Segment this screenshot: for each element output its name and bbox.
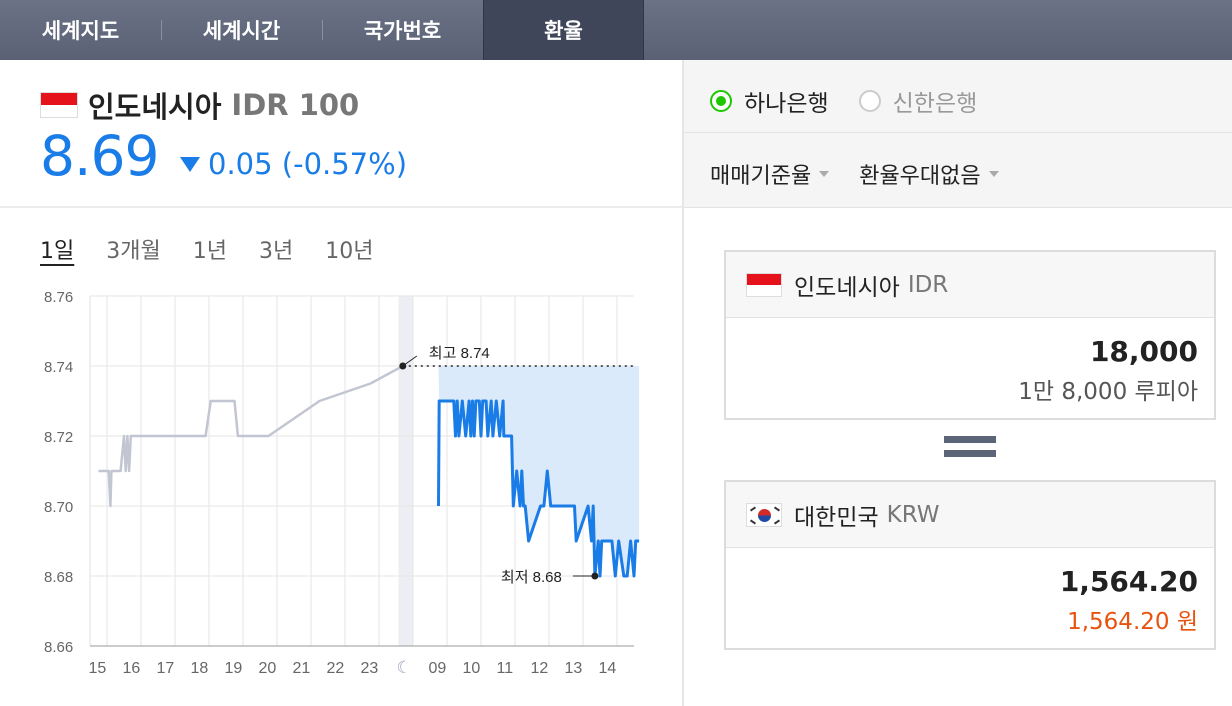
period-tab-3m[interactable]: 3개월 (106, 239, 161, 264)
rate-change-value: 0.05 (-0.57%) (208, 147, 408, 181)
x-tick-label: 20 (259, 660, 277, 677)
rate-options: 매매기준율 환율우대없음 (710, 158, 1029, 190)
top-tab-bar: 세계지도 세계시간 국가번호 환율 (0, 0, 1232, 60)
converter-to-country: 대한민국 (794, 504, 879, 531)
period-tab-1d[interactable]: 1일 (40, 239, 75, 264)
x-tick-label: 14 (599, 660, 617, 677)
rate-change: 0.05 (-0.57%) (180, 147, 407, 181)
x-tick-label: 12 (531, 660, 549, 677)
low-label: 최저 8.68 (501, 569, 562, 586)
tab-world-map[interactable]: 세계지도 (41, 19, 120, 43)
bank-options-panel (684, 60, 1232, 208)
currency-summary-panel (0, 60, 682, 206)
preference-dropdown[interactable]: 환율우대없음 (859, 158, 999, 190)
converter-from-amount: 18,000 (1089, 335, 1198, 368)
low-point (591, 572, 599, 580)
bank-selector: 하나은행 신한은행 (710, 84, 977, 118)
panel-divider (682, 60, 684, 706)
equals-icon (944, 436, 996, 464)
bank-label: 하나은행 (744, 91, 829, 117)
converter-to-header[interactable]: 대한민국 KRW (726, 482, 1214, 548)
high-label: 최고 8.74 (429, 345, 490, 362)
converter-from-words: 1만 8,000 루피아 (1018, 379, 1198, 405)
indonesia-flag-icon (40, 92, 78, 118)
caret-down-icon (819, 171, 830, 177)
period-tabs: 1일 3개월 1년 3년 10년 (40, 233, 373, 265)
caret-down-icon (988, 171, 999, 177)
x-tick-label: 21 (293, 660, 311, 677)
converter-to-box[interactable]: 대한민국 KRW 1,564.20 1,564.20 원 (724, 480, 1216, 650)
converter-from-box[interactable]: 인도네시아 IDR 18,000 1만 8,000 루피아 (724, 250, 1216, 420)
korea-flag-icon (746, 502, 782, 527)
converter-from-header[interactable]: 인도네시아 IDR (726, 252, 1214, 318)
converter-to-amount: 1,564.20 (1059, 565, 1198, 598)
currency-code: IDR 100 (231, 88, 360, 122)
x-tick-label: 10 (463, 660, 481, 677)
tab-country-code[interactable]: 국가번호 (322, 0, 483, 60)
series-previous-line (98, 364, 404, 508)
night-band (398, 296, 413, 646)
converter-to-output[interactable]: 1,564.20 1,564.20 원 (726, 548, 1214, 648)
y-tick-label: 8.76 (44, 289, 73, 306)
period-tab-10y[interactable]: 10년 (325, 239, 374, 264)
x-tick-label: 13 (565, 660, 583, 677)
dropdown-label: 매매기준율 (710, 164, 812, 189)
currency-country-name: 인도네시아 (88, 90, 222, 124)
period-tab-1y[interactable]: 1년 (192, 239, 227, 264)
converter-to-code: KRW (886, 501, 940, 528)
bank-option-hana[interactable]: 하나은행 (710, 84, 829, 118)
x-tick-label: 23 (361, 660, 379, 677)
today-area-fill (438, 366, 640, 576)
high-point (399, 362, 407, 370)
down-arrow-icon (180, 156, 200, 172)
rate-type-dropdown[interactable]: 매매기준율 (710, 158, 830, 190)
radio-selected-icon (710, 90, 732, 112)
moon-icon: ☾ (397, 658, 412, 678)
x-tick-label: 19 (225, 660, 243, 677)
converter-from-input[interactable]: 18,000 1만 8,000 루피아 (726, 318, 1214, 418)
x-tick-label: 09 (429, 660, 447, 677)
series-today-line (437, 399, 640, 578)
y-tick-label: 8.66 (44, 639, 73, 656)
divider (0, 206, 682, 208)
y-tick-label: 8.72 (44, 429, 73, 446)
bank-option-shinhan[interactable]: 신한은행 (858, 84, 978, 118)
bank-label: 신한은행 (892, 91, 978, 117)
x-tick-label: 17 (157, 660, 175, 677)
divider (684, 132, 1232, 133)
x-tick-label: 15 (89, 660, 107, 677)
y-tick-label: 8.74 (44, 359, 73, 376)
y-tick-label: 8.68 (44, 569, 73, 586)
converter-from-code: IDR (907, 271, 949, 298)
indonesia-flag-icon (746, 272, 782, 297)
currency-title: 인도네시아 IDR 100 (40, 84, 359, 126)
dropdown-label: 환율우대없음 (859, 164, 981, 189)
converter-from-country: 인도네시아 (794, 274, 900, 301)
divider (684, 207, 1232, 208)
rate-chart[interactable]: 8.76 8.74 8.72 8.70 8.68 8.66 15 16 17 18 19 20 21 22… (0, 280, 682, 700)
period-tab-3y[interactable]: 3년 (258, 239, 294, 264)
x-tick-label: 16 (123, 660, 141, 677)
radio-unselected-icon (858, 90, 881, 112)
converter-to-words: 1,564.20 원 (1067, 609, 1198, 635)
x-tick-label: 11 (497, 660, 514, 677)
current-rate: 8.69 (40, 124, 159, 188)
tab-exchange-rate[interactable]: 환율 (483, 0, 644, 60)
y-tick-label: 8.70 (44, 499, 73, 516)
x-tick-label: 22 (327, 660, 345, 677)
tab-world-time[interactable]: 세계시간 (161, 0, 322, 60)
x-tick-label: 18 (191, 660, 209, 677)
